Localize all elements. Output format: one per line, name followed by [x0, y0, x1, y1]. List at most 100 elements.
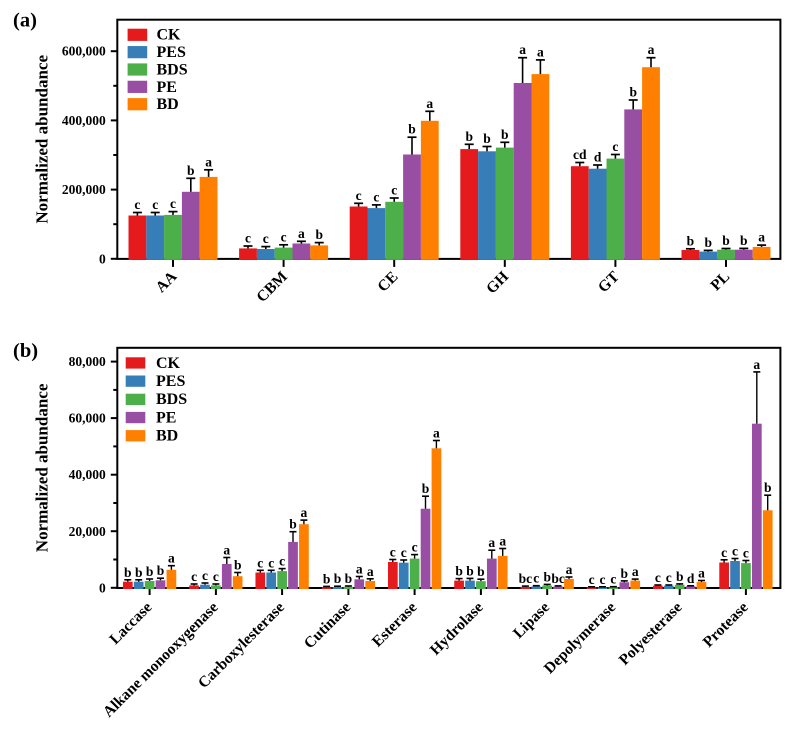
svg-text:c: c — [533, 571, 539, 586]
svg-text:b: b — [676, 569, 684, 584]
svg-text:b: b — [289, 517, 297, 532]
svg-text:20,000: 20,000 — [69, 524, 106, 539]
svg-text:b: b — [621, 566, 629, 581]
svg-text:bc: bc — [551, 571, 565, 586]
svg-text:b: b — [740, 233, 748, 248]
svg-text:d: d — [687, 571, 695, 586]
svg-text:c: c — [213, 569, 219, 584]
svg-text:c: c — [589, 572, 595, 587]
svg-text:b: b — [465, 129, 473, 144]
svg-text:b: b — [466, 563, 474, 578]
svg-text:a: a — [298, 226, 305, 241]
svg-text:PES: PES — [157, 44, 186, 61]
svg-text:c: c — [202, 568, 208, 583]
svg-text:b: b — [704, 235, 712, 250]
svg-text:40,000: 40,000 — [69, 467, 106, 482]
svg-text:PE: PE — [156, 409, 176, 426]
svg-text:a: a — [168, 551, 175, 566]
svg-text:200,000: 200,000 — [62, 182, 106, 197]
svg-text:Normalized abundance: Normalized abundance — [33, 55, 52, 224]
svg-text:a: a — [426, 96, 433, 111]
svg-text:c: c — [401, 545, 407, 560]
svg-text:a: a — [753, 357, 760, 372]
svg-text:c: c — [390, 545, 396, 560]
svg-text:a: a — [367, 564, 374, 579]
svg-text:c: c — [268, 555, 274, 570]
svg-text:c: c — [373, 189, 379, 204]
svg-text:b: b — [124, 565, 132, 580]
svg-text:a: a — [205, 154, 212, 169]
svg-text:0: 0 — [99, 580, 106, 595]
svg-text:0: 0 — [99, 251, 106, 266]
svg-text:b: b — [187, 163, 195, 178]
svg-text:b: b — [234, 558, 242, 573]
svg-text:a: a — [499, 534, 506, 549]
svg-text:60,000: 60,000 — [69, 411, 106, 426]
svg-text:a: a — [301, 505, 308, 520]
svg-text:PES: PES — [156, 373, 185, 390]
svg-text:d: d — [594, 150, 602, 165]
svg-text:b: b — [408, 122, 416, 137]
svg-text:b: b — [315, 227, 323, 242]
svg-text:b: b — [543, 569, 551, 584]
svg-text:cd: cd — [573, 147, 587, 162]
svg-text:c: c — [743, 546, 749, 561]
svg-text:c: c — [170, 196, 176, 211]
svg-text:c: c — [245, 231, 251, 246]
svg-text:a: a — [537, 44, 544, 59]
svg-text:PE: PE — [157, 79, 177, 96]
svg-text:CK: CK — [157, 27, 182, 44]
svg-text:bc: bc — [519, 571, 533, 586]
svg-text:a: a — [758, 230, 765, 245]
svg-text:400,000: 400,000 — [62, 113, 106, 128]
svg-text:c: c — [610, 572, 616, 587]
svg-text:a: a — [223, 543, 230, 558]
svg-text:c: c — [134, 197, 140, 212]
svg-text:BDS: BDS — [157, 61, 188, 78]
svg-text:80,000: 80,000 — [69, 354, 106, 369]
svg-text:c: c — [666, 570, 672, 585]
svg-text:BD: BD — [157, 96, 179, 113]
svg-text:Normalized abundance: Normalized abundance — [33, 383, 52, 552]
svg-text:b: b — [345, 571, 353, 586]
svg-text:c: c — [391, 183, 397, 198]
svg-text:c: c — [732, 544, 738, 559]
svg-text:BDS: BDS — [156, 391, 187, 408]
svg-text:c: c — [612, 139, 618, 154]
svg-text:b: b — [722, 233, 730, 248]
svg-text:b: b — [501, 127, 509, 142]
svg-text:b: b — [157, 563, 165, 578]
svg-text:a: a — [698, 566, 705, 581]
svg-text:c: c — [356, 188, 362, 203]
svg-text:a: a — [488, 535, 495, 550]
svg-text:b: b — [323, 571, 331, 586]
svg-text:a: a — [519, 42, 526, 57]
svg-text:c: c — [279, 554, 285, 569]
svg-text:CK: CK — [156, 355, 181, 372]
svg-text:b: b — [687, 233, 695, 248]
svg-text:c: c — [191, 569, 197, 584]
svg-text:c: c — [655, 570, 661, 585]
svg-text:a: a — [632, 564, 639, 579]
svg-text:b: b — [764, 480, 772, 495]
svg-text:c: c — [412, 540, 418, 555]
svg-text:b: b — [483, 131, 491, 146]
svg-text:b: b — [455, 564, 463, 579]
svg-text:(b): (b) — [13, 340, 38, 362]
svg-text:c: c — [257, 555, 263, 570]
svg-text:c: c — [281, 229, 287, 244]
svg-text:a: a — [648, 42, 655, 57]
svg-text:c: c — [263, 231, 269, 246]
svg-text:a: a — [566, 562, 573, 577]
svg-text:b: b — [334, 571, 342, 586]
svg-text:c: c — [600, 572, 606, 587]
svg-text:a: a — [433, 426, 440, 441]
svg-text:b: b — [146, 564, 154, 579]
svg-text:b: b — [135, 565, 143, 580]
svg-text:600,000: 600,000 — [62, 44, 106, 59]
svg-text:(a): (a) — [13, 10, 37, 32]
svg-text:c: c — [721, 545, 727, 560]
svg-text:c: c — [152, 197, 158, 212]
svg-text:b: b — [629, 85, 637, 100]
svg-text:a: a — [356, 562, 363, 577]
